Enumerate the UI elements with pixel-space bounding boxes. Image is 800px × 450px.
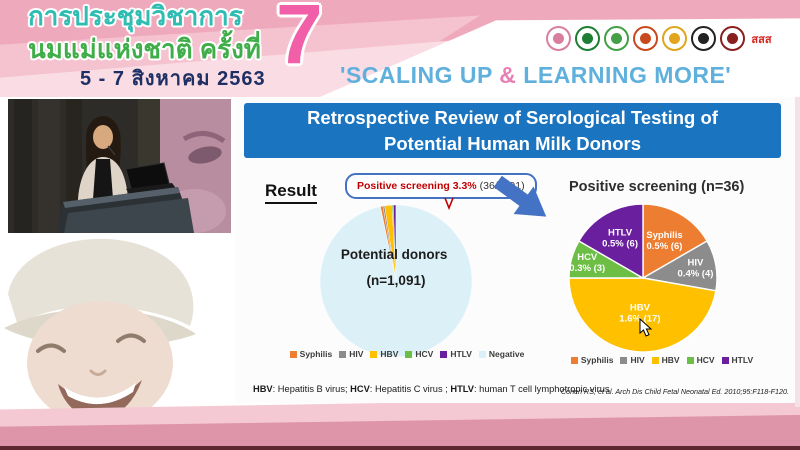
department-of-health-logo [575, 26, 600, 51]
thai-health-promotion-foundation-logo: สสส [751, 33, 772, 46]
presenter-video [8, 99, 231, 233]
baby-background-image [0, 232, 240, 425]
podium [56, 187, 194, 233]
ministry-of-public-health-logo [604, 26, 629, 51]
slice-label-syphilis: Syphilis 0.5% (6) [646, 230, 682, 252]
slice-label-htlv: HTLV 0.5% (6) [602, 227, 638, 249]
mouse-cursor-icon [639, 317, 653, 337]
conference-title-thai: การประชุมวิชาการ [28, 1, 243, 31]
presentation-slide: Retrospective Review of Serological Test… [235, 97, 795, 403]
arrow-icon [485, 166, 560, 236]
legend-item-htlv: HTLV [440, 349, 472, 359]
legend-item-syphilis: Syphilis [570, 355, 613, 365]
pie-slice-hbv [568, 277, 717, 353]
result-heading: Result [265, 181, 317, 204]
slogan-ampersand: & [499, 62, 517, 88]
conference-title-block: การประชุมวิชาการ นมแม่แห่งชาติ ครั้งที่ … [28, 2, 266, 90]
footnote: HBV: Hepatitis B virus; HCV: Hepatitis C… [253, 384, 610, 394]
conference-dates-thai: 5 - 7 สิงหาคม 2563 [80, 68, 266, 91]
pie-center-label: Potential donors (n=1,091) [341, 247, 451, 288]
royal-institute-emblem-logo [662, 26, 687, 51]
legend-item-syphilis: Syphilis [289, 349, 332, 359]
conference-subtitle-thai: นมแม่แห่งชาติ ครั้งที่ [28, 33, 261, 64]
legend-item-hcv: HCV [686, 355, 715, 365]
slide-title-line1: Retrospective Review of Serological Test… [307, 106, 718, 128]
pie-slice-syphilis [642, 203, 709, 280]
royal-college-emblem-logo [720, 26, 745, 51]
thai-breastfeeding-foundation-logo [546, 26, 571, 51]
edition-number: 7 [276, 0, 323, 81]
pie-chart-positive-screening: Syphilis 0.5% (6)HIV 0.4% (4)HBV 1.6% (17)H… [568, 203, 718, 353]
baby-illustration [4, 238, 196, 425]
legend-item-hiv: HIV [620, 355, 645, 365]
callout-highlight: Positive screening 3.3% [357, 180, 477, 192]
pie-slice-htlv [577, 203, 644, 280]
slogan-part1: 'SCALING UP [340, 62, 500, 88]
presenter-video-frame [8, 99, 231, 233]
conference-slogan: 'SCALING UP & LEARNING MORE' [340, 62, 731, 89]
organizer-logos: สสส [546, 26, 774, 51]
legend-left: Syphilis HIV HBV HCV HTLV Negative [277, 349, 537, 359]
slide-title: Retrospective Review of Serological Test… [244, 103, 781, 158]
university-emblem-logo [633, 26, 658, 51]
legend-item-htlv: HTLV [721, 355, 753, 365]
legend-item-hiv: HIV [339, 349, 363, 359]
legend-item-hcv: HCV [405, 349, 433, 359]
legend-item-hbv: HBV [651, 355, 680, 365]
conference-banner: การประชุมวิชาการ นมแม่แห่งชาติ ครั้งที่ … [0, 0, 800, 97]
legend-item-hbv: HBV [370, 349, 398, 359]
slice-label-hcv: HCV 0.3% (3) [569, 252, 605, 274]
callout-pointer-icon [444, 197, 454, 210]
slice-label-hiv: HIV 0.4% (4) [678, 258, 714, 280]
positive-screening-title: Positive screening (n=36) [569, 179, 745, 195]
footer-band-dark [0, 446, 800, 450]
legend-right: Syphilis HIV HBV HCV HTLV [557, 355, 767, 365]
slide-title-line2: Potential Human Milk Donors [384, 132, 641, 154]
right-edge-strip [795, 97, 800, 407]
legend-item-negative: Negative [478, 349, 524, 359]
pie-chart-potential-donors: Potential donors (n=1,091) [319, 204, 473, 358]
pediatric-society-emblem-logo [691, 26, 716, 51]
citation: Cohen RS, et al. Arch Dis Child Fetal Ne… [560, 387, 789, 396]
slogan-part2: LEARNING MORE' [516, 62, 732, 88]
pie-slice-negative [319, 204, 473, 358]
